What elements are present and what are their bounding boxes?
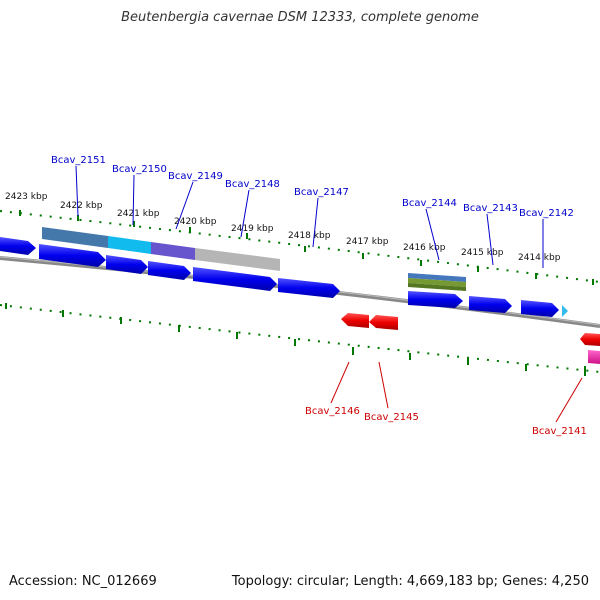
gene-label-bcav-2141[interactable]: Bcav_2141 — [532, 426, 587, 437]
gene-arrow-bcav-2142[interactable] — [521, 300, 559, 317]
gene-label-bcav-2147[interactable]: Bcav_2147 — [294, 187, 349, 198]
genome-title: Beutenbergia cavernae DSM 12333, complet… — [121, 10, 479, 25]
leader-line-bcav-2149 — [175, 181, 194, 230]
feature-band-blue-2144 — [408, 273, 466, 282]
label-leader-lines — [75, 165, 583, 423]
forward-scale-dotted-line — [0, 210, 600, 283]
gene-arrow-forward[interactable] — [0, 237, 36, 255]
feature-band-green-2144 — [408, 283, 466, 291]
leader-line-bcav-2141 — [555, 377, 583, 423]
reverse-gene-labels: Bcav_2146 Bcav_2145 Bcav_2141 — [305, 406, 587, 437]
gene-arrow-bcav-2151[interactable] — [39, 244, 106, 267]
leader-line-bcav-2144 — [425, 208, 440, 261]
gene-arrow-bcav-2147[interactable] — [278, 278, 340, 298]
leader-line-bcav-2146 — [330, 361, 350, 404]
gene-label-bcav-2150[interactable]: Bcav_2150 — [112, 164, 167, 175]
gene-arrow-small-forward[interactable] — [562, 305, 568, 317]
gene-label-bcav-2149[interactable]: Bcav_2149 — [168, 171, 223, 182]
gene-label-bcav-2142[interactable]: Bcav_2142 — [519, 208, 574, 219]
gene-arrow-bcav-2145[interactable] — [369, 315, 398, 330]
gene-label-bcav-2144[interactable]: Bcav_2144 — [402, 198, 457, 209]
gene-arrow-bcav-2141[interactable] — [588, 350, 600, 364]
kbp-label: 2419 kbp — [231, 224, 274, 234]
forward-scale — [0, 210, 600, 285]
feature-band-olive-2144 — [408, 278, 466, 287]
gene-arrow-bcav-2146[interactable] — [341, 313, 369, 328]
gene-arrow-bcav-2143[interactable] — [469, 296, 512, 313]
kbp-label: 2420 kbp — [174, 217, 217, 227]
kbp-labels: 2423 kbp 2422 kbp 2421 kbp 2420 kbp 2419… — [5, 192, 561, 263]
kbp-label: 2414 kbp — [518, 253, 561, 263]
gene-label-bcav-2143[interactable]: Bcav_2143 — [463, 203, 518, 214]
kbp-label: 2416 kbp — [403, 243, 446, 253]
gene-arrow-bcav-2148[interactable] — [193, 267, 277, 291]
gene-arrow-reverse-edge[interactable] — [580, 333, 600, 346]
gene-arrow-bcav-2150[interactable] — [106, 255, 148, 274]
feature-band-purple — [151, 242, 195, 260]
feature-band-cyan — [108, 236, 151, 254]
feature-band-gray — [195, 248, 280, 271]
kbp-label: 2423 kbp — [5, 192, 48, 202]
kbp-label: 2422 kbp — [60, 201, 103, 211]
kbp-label: 2418 kbp — [288, 231, 331, 241]
gene-arrow-bcav-2149[interactable] — [148, 261, 191, 280]
accession-text: Accession: NC_012669 — [9, 574, 157, 589]
leader-line-bcav-2145 — [378, 361, 389, 409]
forward-genes — [0, 237, 568, 317]
reverse-genes — [341, 313, 600, 364]
feature-band-steelblue — [42, 227, 108, 248]
gene-label-bcav-2145[interactable]: Bcav_2145 — [364, 412, 419, 423]
leader-line-bcav-2150 — [132, 174, 135, 226]
kbp-label: 2415 kbp — [461, 248, 504, 258]
gene-label-bcav-2146[interactable]: Bcav_2146 — [305, 406, 360, 417]
leader-line-bcav-2147 — [312, 197, 319, 248]
protein-feature-bands — [42, 227, 466, 291]
reverse-scale-dotted-line — [0, 304, 600, 373]
kbp-label: 2417 kbp — [346, 237, 389, 247]
leader-line-bcav-2148 — [240, 189, 250, 238]
gene-label-bcav-2151[interactable]: Bcav_2151 — [51, 155, 106, 166]
leader-line-bcav-2143 — [486, 213, 494, 266]
topology-text: Topology: circular; Length: 4,669,183 bp… — [231, 574, 589, 589]
gene-label-bcav-2148[interactable]: Bcav_2148 — [225, 179, 280, 190]
reverse-scale — [0, 303, 600, 376]
gene-arrow-bcav-2144[interactable] — [408, 291, 463, 308]
leader-line-bcav-2151 — [75, 165, 79, 217]
kbp-label: 2421 kbp — [117, 209, 160, 219]
forward-gene-labels: Bcav_2151 Bcav_2150 Bcav_2149 Bcav_2148 … — [51, 155, 574, 219]
